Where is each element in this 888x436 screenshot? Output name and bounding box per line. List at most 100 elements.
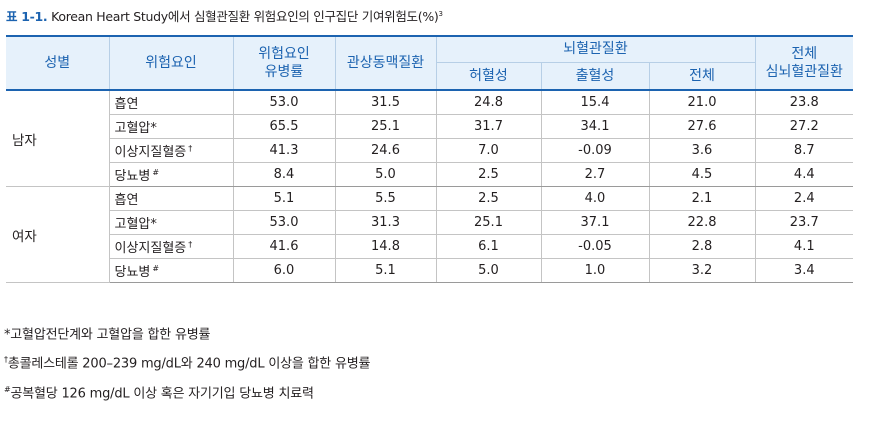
risk-factor-cell: 당뇨병 # [109,162,234,187]
value-cell: 2.5 [435,186,542,211]
value-cell: 41.3 [232,138,336,163]
header-prevalence-line2: 유병률 [264,64,304,80]
value-cell: 27.6 [648,114,756,139]
value-cell: 5.1 [232,186,336,211]
value-cell: 41.6 [232,234,336,259]
header-stroke-group: 뇌혈관질환 [435,35,756,63]
risk-factor-cell: 고혈압* [109,210,234,235]
value-cell: 3.6 [648,138,756,163]
value-cell: 1.0 [540,258,650,283]
value-cell: 24.8 [435,89,542,115]
footnotes: *고혈압전단계와 고혈압을 합한 유병률 †총콜레스테롤 200–239 mg/… [4,318,370,406]
risk-factor-label: 당뇨병 [114,169,151,184]
header-stroke-total: 전체 [648,61,756,91]
risk-factor-cell: 흡연 [108,89,234,115]
header-cvd-total-line2: 심뇌혈관질환 [765,64,843,80]
footnote-diabetes: #공복혈당 126 mg/dL 이상 혹은 자기기입 당뇨병 치료력 [4,377,370,406]
risk-factor-label: 당뇨병 [114,265,151,280]
value-cell: 8.7 [754,138,854,163]
table-number: 표 1-1. [6,9,48,25]
value-cell: 31.5 [334,89,437,115]
risk-factor-cell: 이상지질혈증 † [109,138,234,163]
table-row: 당뇨병 #6.0 5.1 5.0 1.0 3.2 3.4 [6,258,854,283]
sex-cell: 여자 [6,186,110,283]
table-row: 당뇨병 #8.4 5.0 2.5 2.7 4.5 4.4 [6,162,854,187]
value-cell: 37.1 [540,210,650,235]
risk-factor-label: 이상지질혈증 [114,145,187,160]
footnote-text: *고혈압전단계와 고혈압을 합한 유병률 [4,327,211,343]
header-hemorrhagic: 출혈성 [540,61,650,91]
footnote-mark: † [188,239,193,249]
risk-factor-label: 고혈압* [114,217,157,232]
table-row: 고혈압* 53.0 31.3 25.1 37.1 22.8 23.7 [6,210,854,235]
value-cell: 53.0 [232,89,336,115]
value-cell: 5.0 [435,258,542,283]
value-cell: 25.1 [334,114,437,139]
risk-factor-cell: 고혈압* [109,114,234,139]
footnote-text: 공복혈당 126 mg/dL 이상 혹은 자기기입 당뇨병 치료력 [10,385,314,401]
value-cell: 4.5 [648,162,756,187]
risk-factor-cell: 이상지질혈증 † [109,234,234,259]
value-cell: 6.0 [232,258,336,283]
value-cell: 24.6 [334,138,437,163]
footnote-mark: # [4,384,11,394]
header-prevalence: 위험요인 유병률 [232,35,336,91]
value-cell: 22.8 [648,210,756,235]
header-sex: 성별 [6,35,110,91]
value-cell: -0.05 [540,234,650,259]
value-cell: 4.1 [754,234,854,259]
value-cell: 4.0 [540,186,650,211]
value-cell: 23.7 [754,210,854,235]
table-title: Korean Heart Study에서 심혈관질환 위험요인의 인구집단 기여… [51,9,439,25]
value-cell: 34.1 [540,114,650,139]
reference-number: 3 [438,10,443,18]
value-cell: 2.4 [754,186,854,211]
value-cell: 5.0 [334,162,437,187]
table-caption: 표 1-1. Korean Heart Study에서 심혈관질환 위험요인의 … [6,5,443,26]
value-cell: 31.3 [334,210,437,235]
value-cell: 65.5 [232,114,336,139]
value-cell: 15.4 [540,89,650,115]
value-cell: 3.4 [754,258,854,283]
table-row: 여자 흡연 5.1 5.5 2.5 4.0 2.1 2.4 [6,186,854,283]
value-cell: 53.0 [232,210,336,235]
header-prevalence-line1: 위험요인 [258,46,310,62]
risk-factor-table: 성별 위험요인 위험요인 유병률 관상동맥질환 뇌혈관질환 전체 심뇌혈관질환 … [6,35,854,283]
footnote-mark: # [152,263,160,273]
header-ischemic: 허혈성 [436,61,542,91]
value-cell: 3.2 [648,258,756,283]
value-cell: -0.09 [540,138,650,163]
value-cell: 6.1 [435,234,542,259]
value-cell: 5.1 [334,258,437,283]
value-cell: 27.2 [754,114,854,139]
risk-factor-label: 이상지질혈증 [114,241,187,256]
value-cell: 25.1 [435,210,542,235]
risk-factor-label: 흡연 [114,193,139,208]
footnote-hypertension: *고혈압전단계와 고혈압을 합한 유병률 [4,318,370,347]
value-cell: 2.7 [540,162,650,187]
header-cvd-total: 전체 심뇌혈관질환 [754,35,854,91]
header-risk-factor: 위험요인 [108,35,234,91]
value-cell: 8.4 [232,162,336,187]
value-cell: 5.5 [334,186,437,211]
footnote-mark: † [4,355,8,365]
value-cell: 23.8 [754,89,854,115]
value-cell: 14.8 [334,234,437,259]
table-row: 고혈압* 65.5 25.1 31.7 34.1 27.6 27.2 [6,114,854,139]
risk-factor-label: 고혈압* [114,121,157,136]
footnote-text: 총콜레스테롤 200–239 mg/dL와 240 mg/dL 이상을 합한 유… [7,356,371,372]
footnote-mark: # [152,167,160,177]
table-row: 남자 흡연 53.0 31.5 24.8 15.4 21.0 23.8 [6,89,854,187]
value-cell: 21.0 [648,89,756,115]
header-cvd-total-line1: 전체 [791,46,818,62]
sex-cell: 남자 [6,89,110,187]
footnote-dyslipidemia: †총콜레스테롤 200–239 mg/dL와 240 mg/dL 이상을 합한 … [4,347,370,376]
header-coronary: 관상동맥질환 [334,35,437,91]
risk-factor-cell: 흡연 [108,186,234,211]
table-body: 남자 흡연 53.0 31.5 24.8 15.4 21.0 23.8 고혈압* 65.5 25.1… [6,89,854,283]
value-cell: 2.5 [435,162,542,187]
value-cell: 2.8 [648,234,756,259]
value-cell: 4.4 [754,162,854,187]
value-cell: 31.7 [435,114,542,139]
footnote-mark: † [188,143,193,153]
